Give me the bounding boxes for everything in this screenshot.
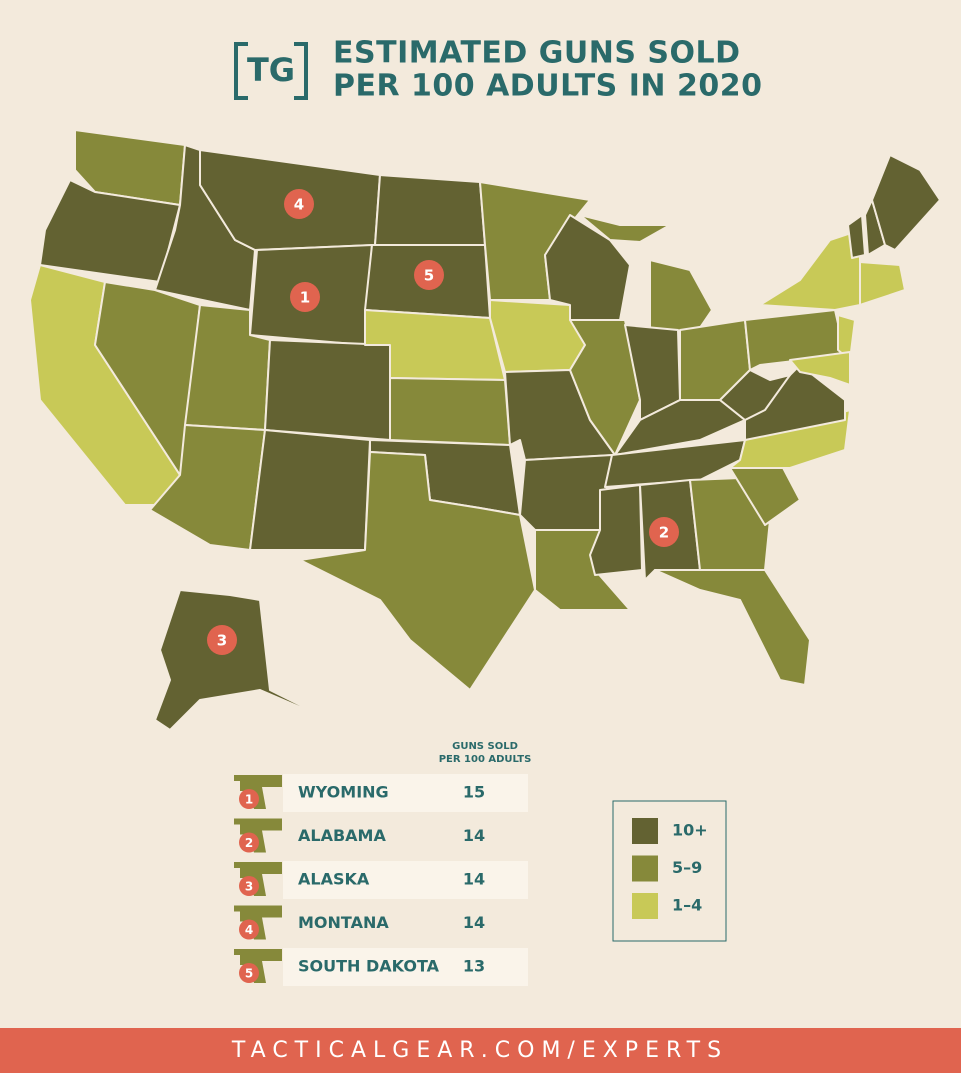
row-band: [283, 948, 528, 986]
state-value: 14: [463, 826, 485, 845]
footer-bar: [0, 1028, 961, 1073]
map-marker: [414, 260, 444, 290]
legend-swatch: [632, 818, 658, 844]
state: [519, 454, 613, 531]
map-marker-label: 2: [659, 524, 669, 542]
rank-badge: [239, 832, 259, 853]
state-name: MONTANA: [298, 913, 389, 932]
logo-frame: [234, 42, 308, 100]
state-value: 14: [463, 870, 485, 889]
gun-icon: [234, 949, 282, 983]
table-header: PER 100 ADULTS: [439, 754, 532, 765]
state: [374, 174, 486, 246]
state-value: 13: [463, 957, 485, 976]
state-name: WYOMING: [298, 783, 389, 802]
state-name: ALABAMA: [298, 826, 386, 845]
rank-label: 3: [245, 880, 253, 894]
state: [649, 259, 713, 336]
map-markers: 1 2 3 4 5: [207, 189, 679, 655]
footer-text: TACTICALGEAR.COM/EXPERTS: [231, 1038, 728, 1063]
map-marker-label: 5: [424, 267, 434, 285]
rank-badge: [239, 789, 259, 809]
rank-label: 1: [245, 793, 253, 807]
row-band: [283, 861, 528, 899]
gun-icon: [234, 818, 282, 853]
rank-label: 4: [245, 923, 253, 937]
gun-icon: [234, 775, 282, 809]
logo: TG: [234, 42, 308, 100]
state: [264, 339, 391, 441]
map-marker: [207, 625, 237, 655]
legend-swatch: [632, 893, 658, 919]
map-marker: [649, 517, 679, 547]
state: [859, 261, 906, 306]
map-marker-label: 1: [300, 289, 310, 307]
map-marker-label: 3: [217, 632, 227, 650]
state-name: SOUTH DAKOTA: [298, 957, 440, 976]
state: [299, 451, 536, 691]
legend: 10+ 5–9 1–4: [632, 818, 708, 919]
logo-text: TG: [247, 51, 295, 89]
title-line: ESTIMATED GUNS SOLD: [333, 36, 741, 71]
state: [789, 351, 851, 386]
rank-badge: [239, 919, 259, 940]
rank-label: 2: [245, 836, 253, 850]
map-marker: [290, 282, 320, 312]
legend-box: [612, 800, 727, 942]
state: [847, 214, 866, 259]
us-map: [29, 129, 941, 731]
map-marker: [284, 189, 314, 219]
rank-badge: [239, 963, 259, 983]
state: [249, 429, 371, 551]
state: [871, 154, 941, 251]
gun-icon: [234, 862, 282, 896]
ranking-table: 1 WYOMING 15 2 ALABAMA 14 3 ALASKA 14 4 MONTANA 14 5…: [234, 774, 528, 986]
rank-badge: [239, 876, 259, 896]
state: [579, 214, 671, 243]
state: [604, 439, 746, 488]
gun-icon: [234, 905, 282, 940]
rank-label: 5: [245, 967, 253, 981]
title-line: PER 100 ADULTS IN 2020: [333, 69, 762, 104]
legend-swatch: [632, 855, 658, 882]
legend-label: 5–9: [672, 858, 702, 877]
state: [154, 589, 331, 731]
legend-label: 10+: [672, 821, 708, 840]
state-name: ALASKA: [298, 870, 370, 889]
table-header: GUNS SOLD: [452, 741, 518, 752]
state: [389, 377, 511, 446]
legend-label: 1–4: [672, 896, 702, 915]
map-marker-label: 4: [294, 196, 304, 214]
state: [759, 229, 861, 311]
state: [654, 569, 811, 686]
row-band: [283, 774, 528, 812]
state-value: 15: [463, 783, 485, 802]
state-value: 14: [463, 913, 485, 932]
